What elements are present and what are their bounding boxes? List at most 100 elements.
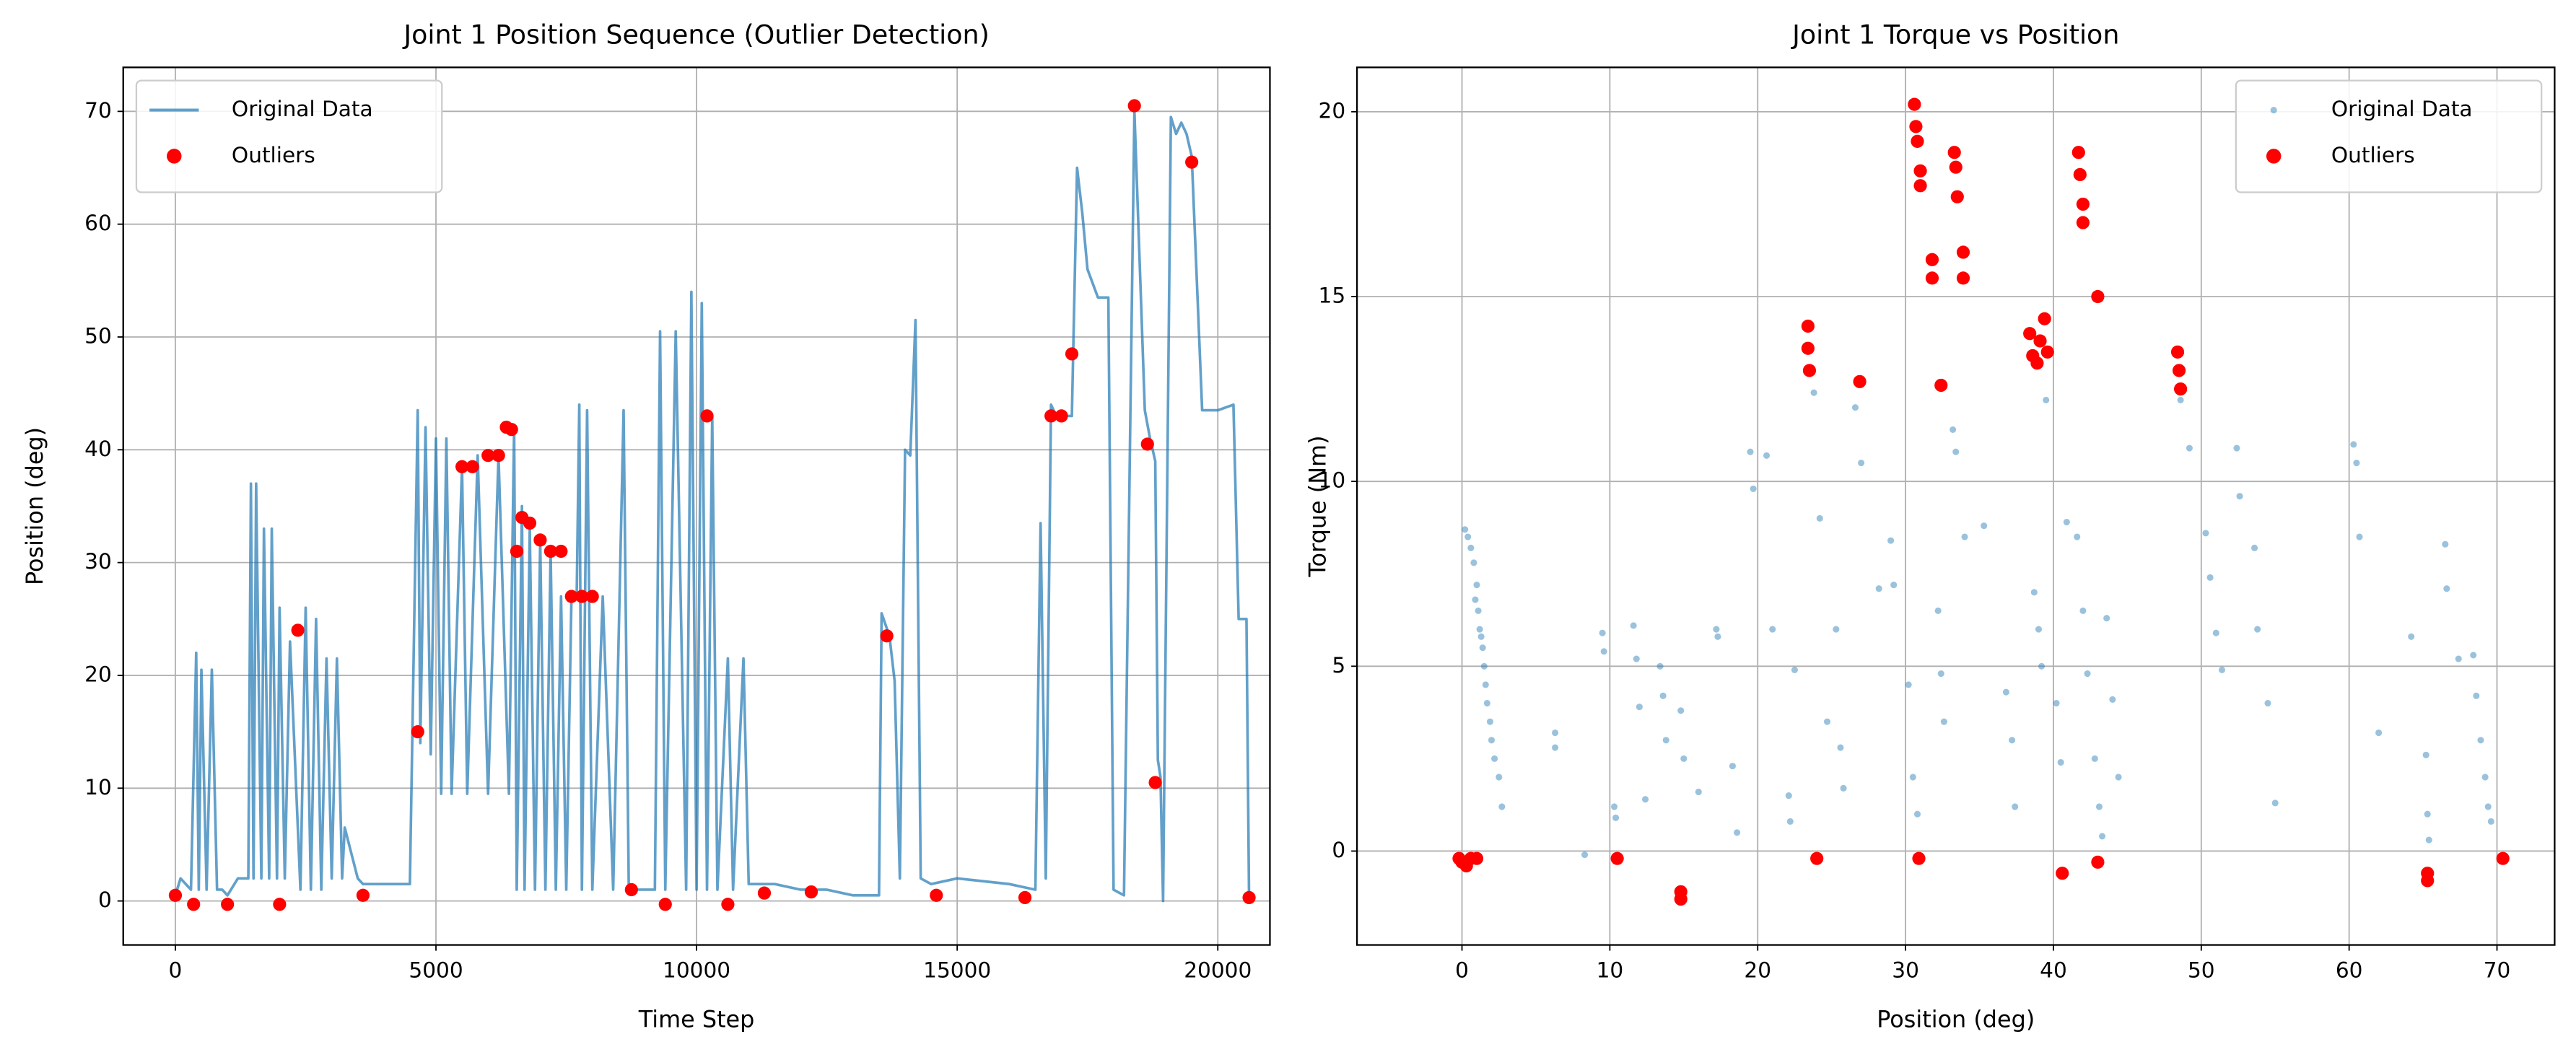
- x-axis-label: Time Step: [638, 1005, 755, 1033]
- data-point: [1750, 485, 1757, 492]
- legend-box: [135, 79, 443, 193]
- data-point: [2076, 197, 2090, 211]
- data-point: [1127, 99, 1141, 113]
- data-point: [1677, 707, 1685, 714]
- data-point: [2442, 540, 2449, 548]
- data-point: [2057, 758, 2064, 766]
- data-point: [2356, 533, 2363, 540]
- data-point: [2251, 544, 2258, 551]
- data-point: [466, 460, 479, 473]
- data-point: [1674, 892, 1688, 906]
- data-point: [1630, 622, 1637, 629]
- y-axis-label: Torque (Nm): [1304, 435, 1332, 577]
- data-point: [2408, 633, 2415, 640]
- data-point: [2023, 327, 2037, 341]
- data-point: [2477, 737, 2484, 744]
- data-point: [2030, 356, 2044, 370]
- data-point: [505, 423, 518, 437]
- y-tick-label: 10: [1319, 468, 1346, 493]
- data-line: [174, 110, 1251, 903]
- data-point: [1786, 818, 1794, 825]
- data-point: [1734, 829, 1741, 836]
- data-point: [2056, 867, 2069, 880]
- data-point: [1599, 629, 1606, 636]
- data-point: [1633, 655, 1640, 662]
- data-point: [1913, 179, 1927, 193]
- data-point: [721, 898, 735, 911]
- data-point: [2233, 444, 2240, 452]
- data-point: [1925, 271, 1939, 285]
- data-point: [1491, 755, 1498, 762]
- data-point: [2455, 655, 2462, 662]
- data-point: [543, 544, 557, 559]
- data-point: [1801, 319, 1815, 333]
- data-point: [1470, 851, 1484, 865]
- data-point: [2073, 167, 2087, 182]
- data-point: [2353, 459, 2360, 467]
- x-tick-label: 5000: [409, 958, 463, 983]
- data-point: [1467, 544, 1475, 551]
- data-point: [1185, 155, 1199, 169]
- data-point: [2271, 800, 2279, 807]
- data-point: [1662, 737, 1669, 744]
- data-point: [1496, 774, 1503, 781]
- data-point: [1148, 776, 1162, 789]
- data-point: [1600, 648, 1607, 655]
- data-point: [2424, 810, 2431, 818]
- data-point: [1947, 146, 1961, 159]
- x-tick-label: 70: [2484, 958, 2511, 983]
- data-point: [1483, 699, 1490, 707]
- data-point: [1462, 526, 1469, 533]
- data-point: [1498, 803, 1506, 810]
- data-point: [492, 449, 505, 463]
- data-point: [1950, 426, 1957, 433]
- data-point: [1581, 851, 1589, 859]
- data-point: [658, 898, 672, 911]
- data-point: [2174, 382, 2188, 396]
- data-point: [2076, 216, 2090, 229]
- data-point: [1853, 374, 1866, 388]
- chart-title: Joint 1 Torque vs Position: [1791, 19, 2119, 51]
- data-point: [1949, 160, 1962, 174]
- data-point: [1642, 796, 1649, 803]
- data-point: [1833, 626, 1840, 633]
- data-point: [510, 544, 524, 559]
- y-tick-label: 70: [84, 98, 112, 123]
- data-point: [2009, 737, 2016, 744]
- data-point: [291, 623, 305, 637]
- data-point: [2481, 774, 2489, 781]
- data-point: [1887, 537, 1895, 544]
- data-point: [2170, 345, 2185, 359]
- data-point: [2063, 518, 2070, 526]
- data-point: [1769, 626, 1776, 633]
- data-point: [2172, 364, 2186, 377]
- data-point: [2350, 441, 2357, 448]
- data-point: [2091, 755, 2098, 762]
- legend-swatch: [167, 149, 182, 164]
- data-point: [1482, 681, 1489, 688]
- data-point: [1659, 692, 1667, 699]
- y-tick-label: 50: [84, 323, 112, 348]
- data-point: [1464, 533, 1472, 540]
- data-point: [2074, 533, 2081, 540]
- data-point: [1242, 890, 1256, 905]
- data-point: [1940, 718, 1947, 725]
- data-point: [1785, 792, 1792, 800]
- data-point: [411, 725, 424, 739]
- data-point: [1055, 409, 1068, 423]
- data-point: [1961, 533, 1968, 540]
- data-point: [2091, 855, 2105, 869]
- data-point: [1486, 718, 1494, 725]
- data-point: [533, 533, 547, 547]
- data-point: [2084, 670, 2091, 678]
- data-point: [1480, 662, 1488, 670]
- legend-label: Original Data: [232, 97, 373, 121]
- x-tick-label: 10000: [663, 958, 730, 983]
- data-point: [2079, 607, 2087, 615]
- data-point: [2202, 530, 2209, 537]
- data-point: [2264, 699, 2271, 707]
- data-point: [1802, 364, 1817, 377]
- data-point: [187, 898, 201, 911]
- data-point: [2103, 615, 2110, 622]
